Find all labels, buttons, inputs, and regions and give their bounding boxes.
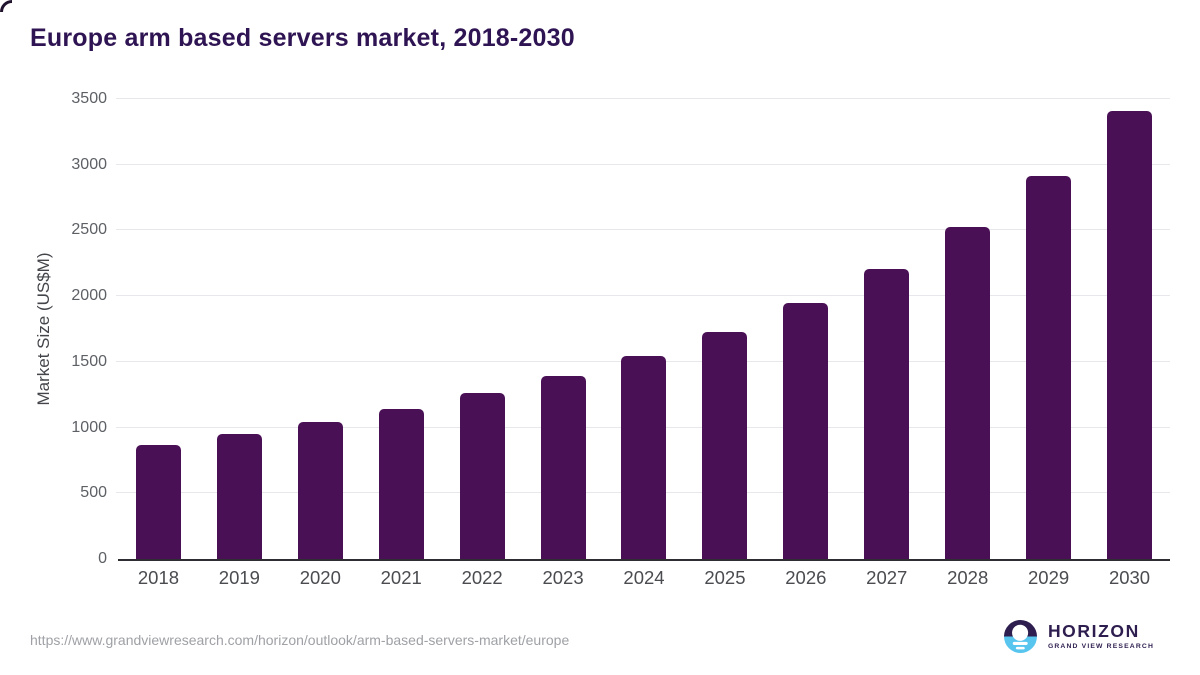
gridline (116, 229, 1170, 231)
horizon-logo-tagline: GRAND VIEW RESEARCH (1047, 642, 1154, 650)
bar-slot (280, 99, 361, 559)
gridline (116, 98, 1170, 99)
bar-2022 (459, 392, 505, 559)
bar-slot (361, 99, 442, 559)
y-tick-label: 2500 (71, 221, 107, 239)
x-tick-label: 2021 (380, 567, 422, 588)
x-tick-label: 2022 (461, 567, 503, 588)
horizon-logo[interactable]: HORIZON GRAND VIEW RESEARCH (1003, 620, 1154, 653)
x-tick-label: 2023 (542, 567, 584, 588)
horizon-logo-name: HORIZON (1047, 620, 1140, 641)
y-tick-label: 1500 (71, 352, 107, 370)
chart-title: Europe arm based servers market, 2018-20… (30, 24, 575, 52)
x-tick-label: 2028 (947, 567, 989, 588)
screenshot-corner-artifact (0, 0, 12, 12)
bar-2023 (540, 376, 586, 559)
x-tick-label: 2027 (866, 567, 908, 588)
bar-slot (846, 99, 927, 559)
bar-slot (1008, 99, 1089, 559)
y-tick-label: 3000 (71, 155, 107, 173)
bar-slot (1089, 99, 1170, 559)
gridline (116, 295, 1170, 297)
y-tick-label: 500 (80, 484, 107, 502)
horizon-logo-text: HORIZON GRAND VIEW RESEARCH (1047, 620, 1154, 651)
bar-2020 (297, 421, 343, 559)
bar-slot (927, 99, 1008, 559)
y-tick-label: 0 (98, 550, 107, 567)
x-tick-label: 2026 (785, 567, 827, 588)
gridline (116, 163, 1170, 165)
bars-layer (118, 99, 1170, 559)
x-tick-label: 2020 (299, 567, 341, 588)
source-url: https://www.grandviewresearch.com/horizo… (30, 632, 570, 648)
x-axis-tick-labels: 2018 2019 2020 2021 2022 2023 2024 2025 2026 2027… (118, 567, 1170, 589)
x-tick-label: 2030 (1108, 567, 1151, 588)
bar-2030 (1107, 110, 1153, 559)
bar-2019 (216, 434, 262, 559)
bar-2027 (864, 269, 910, 559)
horizon-logo-icon (1003, 620, 1037, 653)
bar-slot (442, 99, 523, 559)
x-tick-label: 2019 (218, 567, 260, 588)
x-tick-label: 2025 (704, 567, 746, 588)
bar-2021 (378, 408, 424, 559)
bar-2029 (1026, 175, 1072, 559)
bar-slot (199, 99, 280, 559)
bar-slot (118, 99, 199, 559)
plot-area (116, 98, 1170, 561)
bar-2024 (621, 355, 667, 559)
bar-2026 (783, 303, 829, 559)
bar-2025 (702, 332, 748, 559)
y-axis-tick-labels: 0 500 1000 1500 2000 2500 3000 3500 (0, 90, 107, 567)
x-tick-label: 2029 (1028, 567, 1070, 588)
y-tick-label: 3500 (71, 90, 107, 107)
bar-2028 (945, 227, 991, 559)
y-tick-label: 1000 (71, 418, 107, 436)
bar-slot (765, 99, 846, 559)
x-tick-label: 2024 (623, 567, 665, 588)
bar-slot (684, 99, 765, 559)
bar-slot (604, 99, 685, 559)
x-tick-label: 2018 (137, 567, 180, 588)
bar-2018 (135, 444, 181, 559)
bar-slot (523, 99, 604, 559)
y-tick-label: 2000 (71, 287, 107, 305)
